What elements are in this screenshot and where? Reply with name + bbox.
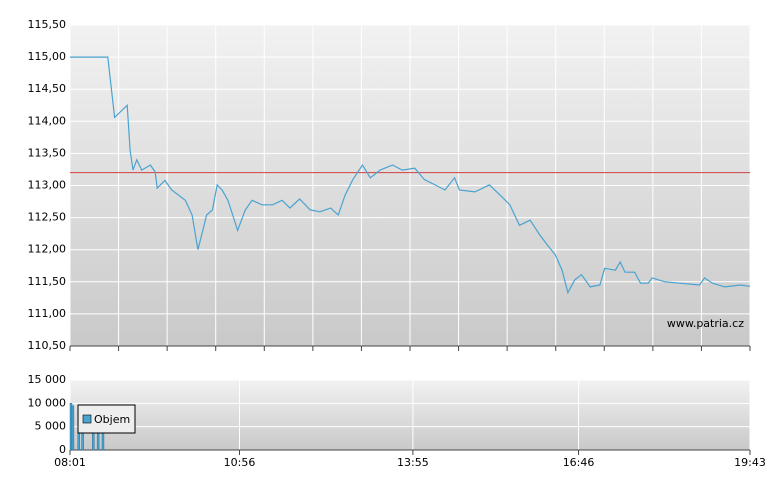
y-tick-label: 114,50 — [28, 82, 67, 95]
y-tick-label: 111,00 — [28, 307, 67, 320]
volume-bar — [69, 403, 73, 451]
y-tick-label: 114,00 — [28, 114, 67, 127]
y-tick-label: 112,00 — [28, 243, 67, 256]
y-tick-label: 0 — [59, 443, 66, 456]
y-tick-label: 10 000 — [28, 396, 67, 409]
y-tick-label: 113,00 — [28, 179, 67, 192]
y-tick-label: 115,00 — [28, 50, 67, 63]
watermark: www.patria.cz — [667, 317, 744, 330]
x-tick-label: 08:01 — [54, 456, 86, 469]
y-tick-label: 115,50 — [28, 18, 67, 31]
y-tick-label: 5 000 — [35, 420, 67, 433]
x-tick-label: 10:56 — [224, 456, 256, 469]
legend-label: Objem — [94, 413, 130, 426]
legend-swatch — [82, 414, 92, 424]
y-tick-label: 110,50 — [28, 339, 67, 352]
volume-plot-area — [70, 380, 750, 450]
y-tick-label: 111,50 — [28, 275, 67, 288]
volume-bar — [71, 405, 75, 451]
y-tick-label: 112,50 — [28, 211, 67, 224]
y-tick-label: 15 000 — [28, 373, 67, 386]
price-line — [70, 56, 751, 295]
y-tick-label: 113,50 — [28, 146, 67, 159]
x-tick-label: 19:43 — [734, 456, 766, 469]
x-tick-label: 13:55 — [397, 456, 429, 469]
x-tick-label: 16:46 — [563, 456, 595, 469]
